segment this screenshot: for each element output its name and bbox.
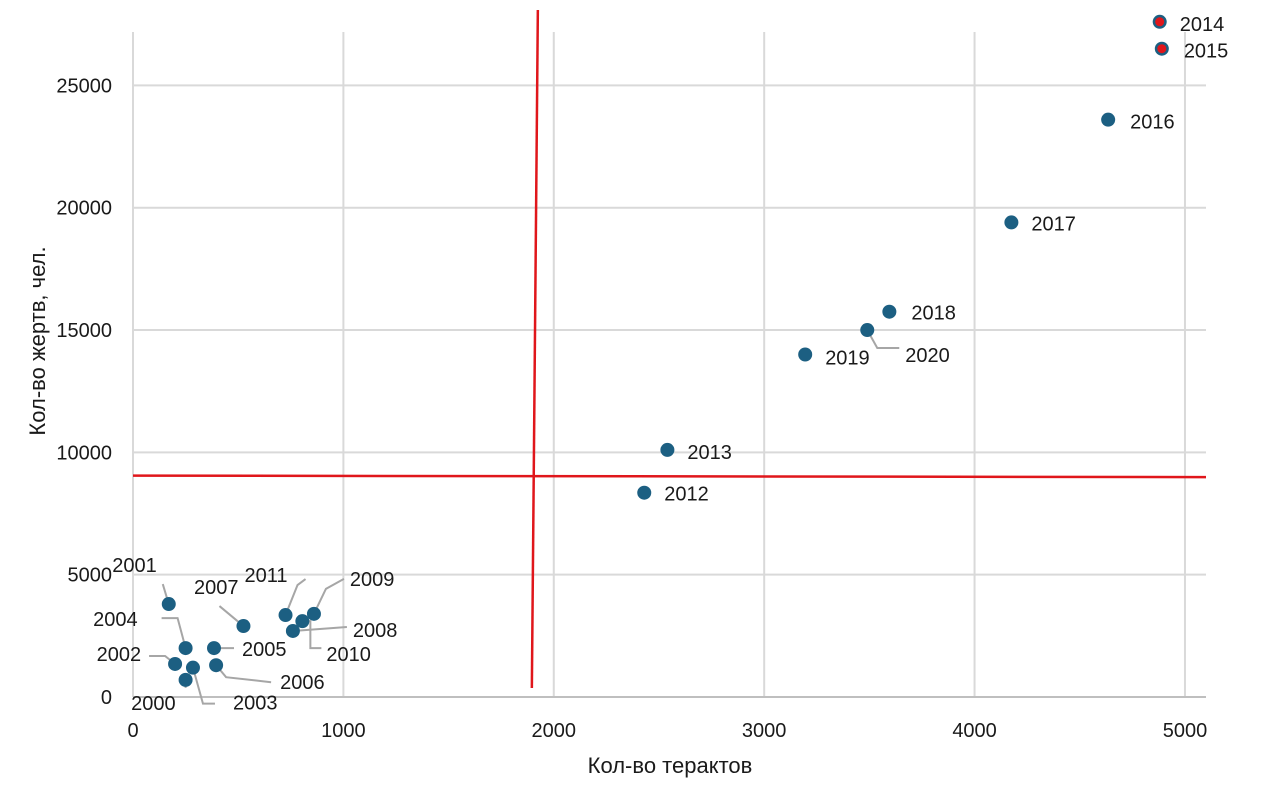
point-label: 2011 <box>245 565 288 587</box>
point-label: 2004 <box>93 609 138 631</box>
reference-line-horizontal <box>132 474 1207 479</box>
data-point <box>285 623 300 638</box>
y-tick-label: 20000 <box>56 198 112 220</box>
point-label: 2005 <box>242 639 287 661</box>
x-axis-title: Кол-во терактов <box>588 753 753 778</box>
data-point <box>178 672 193 687</box>
point-label: 2000 <box>131 693 176 715</box>
x-tick-label: 3000 <box>742 720 787 742</box>
data-point <box>660 442 675 457</box>
x-tick-label: 0 <box>127 720 138 742</box>
point-label: 2008 <box>353 620 398 642</box>
reference-line-vertical <box>530 9 540 689</box>
data-point <box>1004 215 1019 230</box>
point-label: 2006 <box>280 672 325 694</box>
data-point <box>306 606 321 621</box>
point-label: 2009 <box>350 569 395 591</box>
data-point <box>278 608 293 623</box>
y-tick-label: 15000 <box>56 320 112 342</box>
tick-labels: 0 1000 2000 3000 4000 5000 0 5000 10000 15000 2000… <box>56 75 1207 742</box>
data-point <box>860 323 875 338</box>
data-point <box>637 485 652 500</box>
data-point <box>207 641 222 656</box>
label-leader-line <box>191 667 215 705</box>
point-label: 2020 <box>905 345 950 367</box>
point-label: 2012 <box>664 484 709 506</box>
point-label: 2002 <box>97 644 142 666</box>
point-label: 2016 <box>1130 112 1175 134</box>
data-point-highlighted <box>1157 44 1167 54</box>
point-label: 2003 <box>233 693 278 715</box>
label-leader-line <box>161 617 187 649</box>
data-point <box>1101 112 1116 127</box>
data-point <box>168 656 183 671</box>
label-leader-line <box>215 664 272 684</box>
y-tick-label: 0 <box>101 687 112 709</box>
x-tick-label: 1000 <box>321 720 366 742</box>
label-leader-line <box>284 578 307 616</box>
point-label: 2018 <box>911 303 956 325</box>
data-point <box>209 658 224 673</box>
y-tick-label: 10000 <box>56 442 112 464</box>
reference-lines <box>132 9 1207 689</box>
point-label: 2007 <box>194 577 239 599</box>
point-label: 2010 <box>326 644 371 666</box>
data-point <box>236 619 251 634</box>
y-tick-label: 5000 <box>68 565 113 587</box>
grid-lines <box>132 32 1206 697</box>
y-axis-title: Кол-во жертв, чел. <box>25 246 50 435</box>
point-label: 2015 <box>1184 41 1229 63</box>
x-tick-label: 4000 <box>952 720 997 742</box>
x-tick-label: 2000 <box>532 720 577 742</box>
point-labels: 2000 2001 2002 2003 2004 2005 2006 2007 2008 2009… <box>93 14 1228 715</box>
data-points <box>161 14 1169 687</box>
point-label: 2019 <box>825 348 870 370</box>
label-leader-line <box>313 577 345 615</box>
point-label: 2014 <box>1180 14 1225 36</box>
point-label: 2001 <box>112 555 157 577</box>
x-tick-label: 5000 <box>1163 720 1208 742</box>
y-tick-label: 25000 <box>56 75 112 97</box>
data-point <box>798 347 813 362</box>
label-leader-line <box>292 625 347 632</box>
point-label: 2017 <box>1031 213 1076 235</box>
data-point <box>161 597 176 612</box>
data-point <box>185 660 200 675</box>
point-label: 2013 <box>687 442 732 464</box>
data-point-highlighted <box>1155 17 1165 27</box>
data-point <box>295 614 310 629</box>
data-point <box>178 641 193 656</box>
data-point <box>882 304 897 319</box>
